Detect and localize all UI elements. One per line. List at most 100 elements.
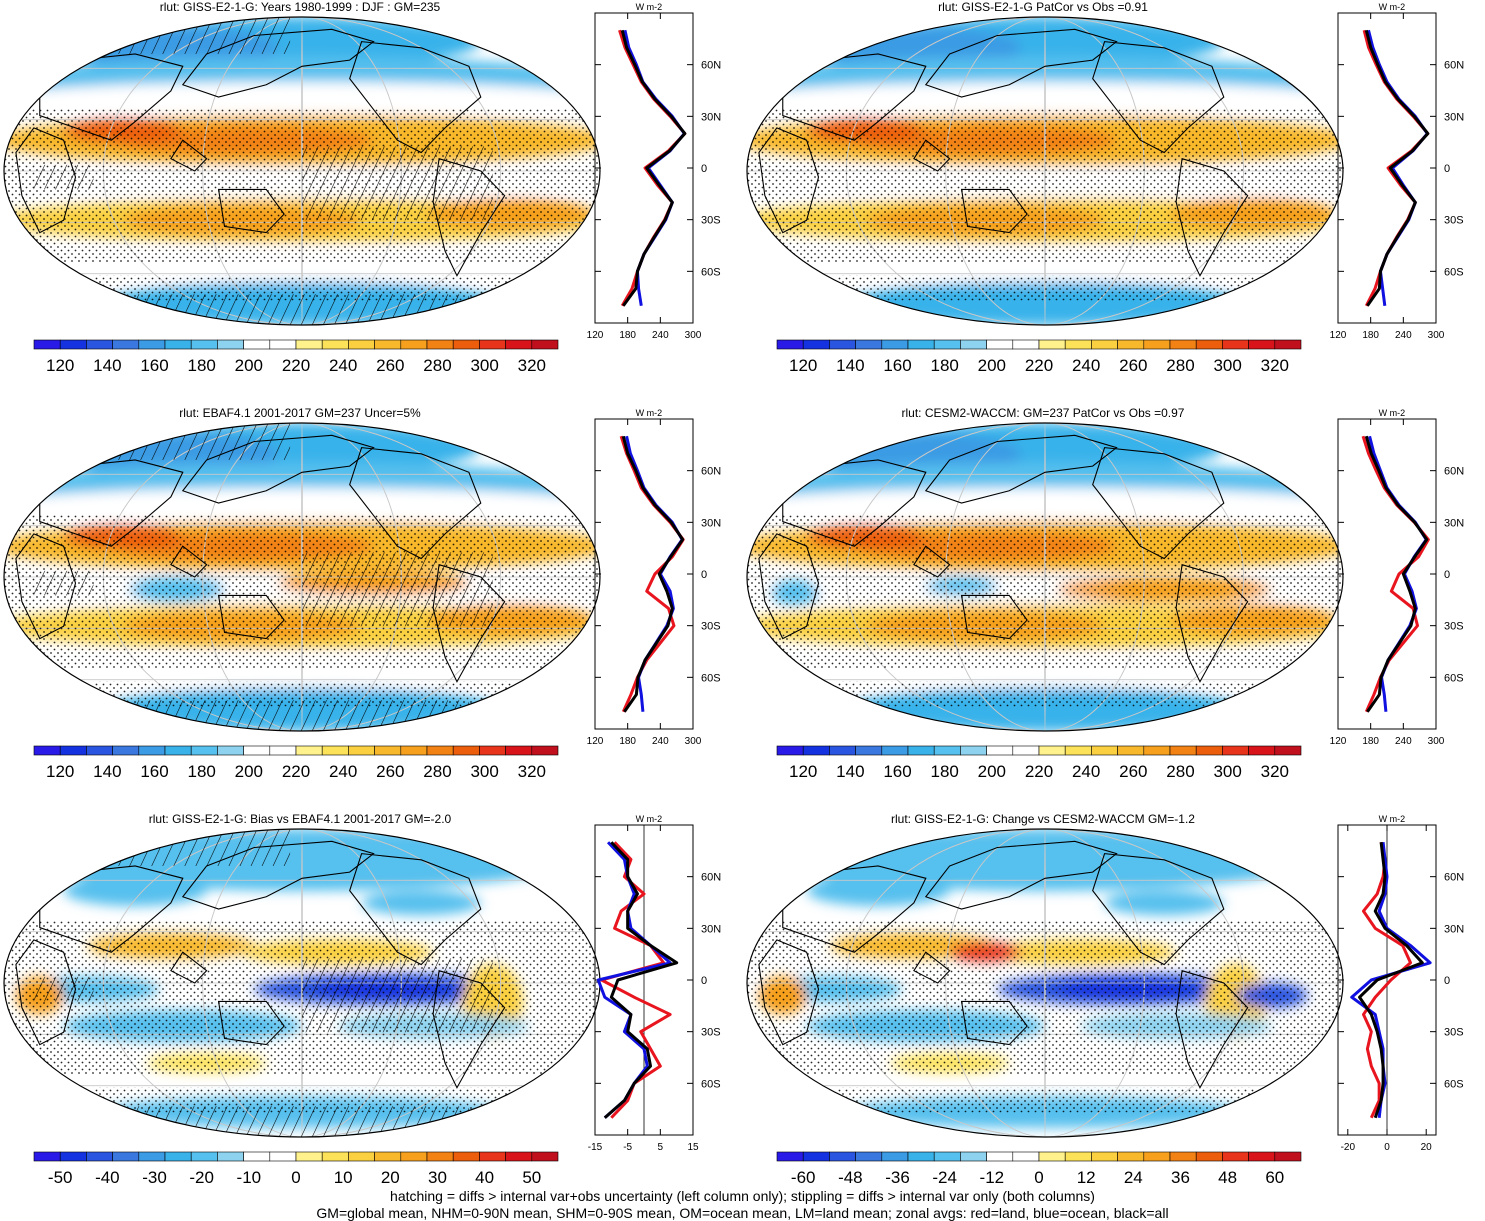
- colorbar-tick-label: 200: [978, 762, 1006, 781]
- colorbar-cell: [1195, 1151, 1223, 1162]
- map-field: [4, 423, 600, 731]
- coastline: [960, 594, 1028, 640]
- zonal-units-label: W m-2: [636, 2, 663, 12]
- zonal-y-tick-label: 60S: [701, 266, 721, 278]
- colorbar-tick-label: 280: [423, 762, 451, 781]
- colorbar-tick-label: 180: [187, 762, 215, 781]
- colorbar-cell: [1248, 1151, 1276, 1162]
- zonal-x-tick-label: 300: [685, 736, 702, 747]
- coastline: [217, 594, 285, 640]
- colorbar-cell: [1117, 745, 1145, 756]
- panel-chart: 120 140 160 180 200 220 240 260 280 300 320 W m-2 12…: [3, 2, 721, 375]
- colorbar-tick-label: 140: [93, 762, 121, 781]
- panel-chart: -50 -40 -30 -20 -10 0 10 20 30 40 50 W m-2 -15 -5 5 15 6…: [3, 814, 721, 1187]
- colorbar-cell: [295, 1151, 323, 1162]
- coastline: [782, 459, 927, 547]
- colorbar-cell: [776, 1151, 804, 1162]
- zonal-x-tick-label: 240: [1395, 330, 1412, 341]
- coastline: [782, 865, 927, 953]
- colorbar-cell: [112, 339, 140, 350]
- colorbar-cell: [479, 339, 506, 350]
- zonal-y-tick-label: 30S: [1444, 1027, 1464, 1039]
- panel-6: rlut: GISS-E2-1-G: Change vs CESM2-WACCM…: [743, 812, 1485, 1219]
- zonal-y-tick-label: 60N: [1444, 872, 1464, 884]
- zonal-x-tick-label: 180: [1362, 330, 1379, 341]
- zonal-series-ocean: [1367, 29, 1429, 306]
- panel-1: rlut: GISS-E2-1-G: Years 1980-1999 : DJF…: [0, 0, 742, 407]
- zonal-y-tick-label: 30S: [1444, 621, 1464, 633]
- panel-title: rlut: EBAF4.1 2001-2017 GM=237 Uncer=5%: [179, 406, 421, 420]
- zonal-y-tick-label: 30S: [1444, 215, 1464, 227]
- colorbar-cell: [1195, 745, 1223, 756]
- panel-4: rlut: CESM2-WACCM: GM=237 PatCor vs Obs …: [743, 406, 1485, 813]
- colorbar-cell: [426, 339, 454, 350]
- zonal-x-tick-label: -5: [623, 1142, 632, 1153]
- coastline: [913, 139, 951, 172]
- colorbar-cell: [881, 745, 909, 756]
- zonal-x-tick-label: 0: [1384, 1142, 1390, 1153]
- colorbar-cell: [881, 1151, 909, 1162]
- zonal-y-tick-label: 0: [701, 569, 707, 581]
- colorbar-cell: [1274, 339, 1302, 350]
- zonal-x-tick-label: 240: [652, 736, 669, 747]
- colorbar-cell: [829, 1151, 856, 1162]
- colorbar-cell: [776, 745, 804, 756]
- panel-chart: 120 140 160 180 200 220 240 260 280 300 320 W m-2 12…: [746, 408, 1464, 781]
- colorbar-cell: [190, 1151, 218, 1162]
- coastline: [913, 951, 951, 984]
- colorbar-cell: [1012, 339, 1040, 350]
- zonal-units-label: W m-2: [1379, 2, 1406, 12]
- colorbar-tick-label: 180: [930, 356, 958, 375]
- colorbar-tick-label: 160: [883, 762, 911, 781]
- zonal-x-tick-label: 300: [1428, 330, 1445, 341]
- colorbar-tick-label: -36: [885, 1168, 910, 1187]
- colorbar-tick-label: 200: [235, 356, 263, 375]
- colorbar-cell: [1248, 745, 1276, 756]
- colorbar-cell: [426, 745, 454, 756]
- zonal-y-tick-label: 60S: [701, 1078, 721, 1090]
- zonal-x-tick-label: 120: [587, 736, 604, 747]
- colorbar-tick-label: -48: [838, 1168, 863, 1187]
- coastline: [1175, 563, 1249, 683]
- colorbar-cell: [1038, 339, 1066, 350]
- colorbar-cell: [269, 339, 297, 350]
- colorbar-tick-label: -20: [189, 1168, 214, 1187]
- colorbar-cell: [505, 339, 533, 350]
- colorbar-tick-label: -40: [95, 1168, 120, 1187]
- colorbar-cell: [243, 745, 271, 756]
- colorbar-cell: [1091, 1151, 1118, 1162]
- zonal-x-tick-label: -20: [1341, 1142, 1356, 1153]
- colorbar-cell: [933, 1151, 961, 1162]
- colorbar-cell: [776, 339, 804, 350]
- colorbar-cell: [960, 1151, 987, 1162]
- colorbar-cell: [802, 1151, 830, 1162]
- zonal-x-tick-label: 120: [1330, 330, 1347, 341]
- colorbar-cell: [138, 1151, 166, 1162]
- zonal-x-tick-label: 180: [619, 330, 636, 341]
- colorbar-cell: [321, 745, 349, 756]
- colorbar-tick-label: 220: [1025, 762, 1053, 781]
- zonal-x-tick-label: 180: [619, 736, 636, 747]
- coastline: [913, 545, 951, 578]
- map-border: [3, 422, 601, 732]
- zonal-x-tick-label: 240: [652, 330, 669, 341]
- colorbar-cell: [1274, 1151, 1302, 1162]
- zonal-series-ocean: [623, 29, 686, 307]
- coastline: [181, 28, 375, 98]
- zonal-y-tick-label: 60N: [701, 60, 721, 72]
- zonal-y-tick-label: 30N: [701, 923, 721, 935]
- zonal-units-label: W m-2: [1379, 814, 1406, 824]
- colorbar-tick-label: 240: [329, 762, 357, 781]
- coastline: [349, 447, 482, 560]
- colorbar-tick-label: 120: [46, 762, 74, 781]
- coastline: [39, 459, 184, 547]
- colorbar-cell: [907, 1151, 935, 1162]
- zonal-y-tick-label: 30N: [701, 111, 721, 123]
- colorbar-tick-label: 140: [836, 762, 864, 781]
- colorbar-cell: [348, 745, 375, 756]
- colorbar-cell: [1143, 339, 1171, 350]
- zonal-series-land: [618, 29, 687, 307]
- coastline: [432, 969, 506, 1089]
- zonal-y-tick-label: 0: [1444, 975, 1450, 987]
- coastline: [960, 188, 1028, 234]
